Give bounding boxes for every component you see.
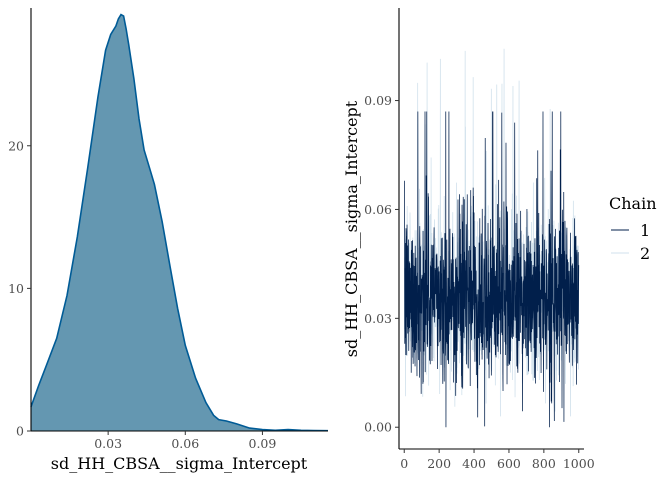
legend-label-chain-1: 1 [640,221,650,240]
trace-y-tick-label: 0.00 [364,420,392,435]
trace-panel: 0 200 400 600 800 1000 0.00 0.03 0.06 0.09 sd_HH… [342,8,595,471]
trace-y-tick-label: 0.06 [364,202,392,217]
legend: Chain 1 2 [609,194,657,263]
trace-y-axis-title: sd_HH_CBSA__sigma_Intercept [342,100,361,357]
trace-x-tick-label: 200 [427,456,451,471]
density-y-ticks: 0 10 20 [8,138,31,439]
density-panel: 0.03 0.06 0.09 0 10 20 sd_HH_CBSA__sigma_Int… [8,8,329,473]
density-y-tick-label: 0 [16,424,24,439]
trace-x-tick-label: 1000 [563,456,595,471]
density-y-tick-label: 10 [8,281,24,296]
trace-y-tick-label: 0.03 [364,311,392,326]
density-curve [30,13,329,432]
density-x-tick-label: 0.03 [94,436,122,451]
trace-x-tick-label: 600 [497,456,521,471]
density-x-tick-label: 0.06 [171,436,199,451]
trace-line-chain-1 [404,111,580,428]
legend-title: Chain [609,194,657,213]
density-x-axis-title: sd_HH_CBSA__sigma_Intercept [51,454,308,473]
trace-x-ticks: 0 200 400 600 800 1000 [400,449,595,471]
density-x-ticks: 0.03 0.06 0.09 [94,431,276,451]
legend-label-chain-2: 2 [640,244,650,263]
trace-x-tick-label: 0 [400,456,408,471]
trace-y-ticks: 0.00 0.03 0.06 0.09 [364,93,399,435]
density-y-tick-label: 20 [8,138,24,153]
density-x-tick-label: 0.09 [249,436,277,451]
trace-x-tick-label: 400 [462,456,486,471]
trace-x-tick-label: 800 [532,456,556,471]
density-plot-area [30,13,329,432]
trace-plot-area [404,48,580,428]
density-area [31,14,328,431]
trace-y-tick-label: 0.09 [364,93,392,108]
